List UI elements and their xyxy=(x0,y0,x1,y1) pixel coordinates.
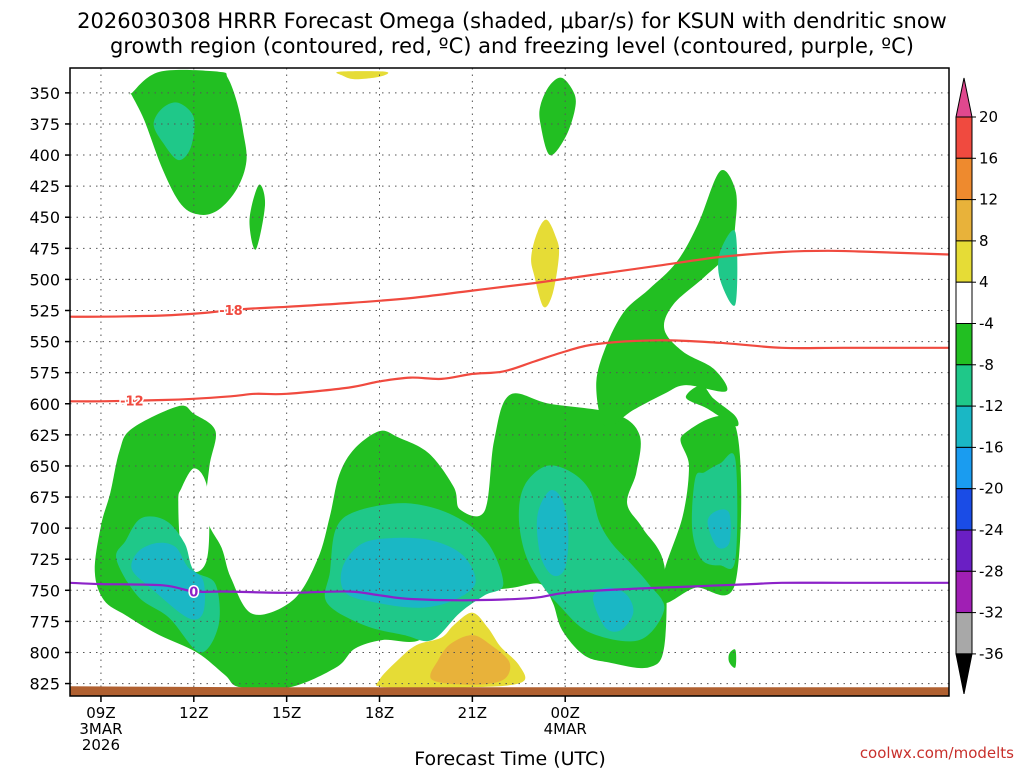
omega-region-8-21 xyxy=(430,635,511,685)
contour-label-1: -12 xyxy=(120,395,144,410)
omega-region--8-11 xyxy=(249,184,266,250)
y-tick-label-575: 575 xyxy=(29,364,60,383)
x-tick-label-3-0: 12Z xyxy=(179,704,208,722)
x-tick-label-6-0: 15Z xyxy=(272,704,301,722)
y-tick-label-400: 400 xyxy=(29,146,60,165)
colorbar-tick-label-6: -8 xyxy=(979,356,994,374)
colorbar-band-1 xyxy=(955,157,973,201)
colorbar-tick-label-9: -20 xyxy=(979,480,1004,498)
y-tick-label-350: 350 xyxy=(29,84,60,103)
omega-region-4-23 xyxy=(531,219,560,308)
colorbar-tick-label-4: 4 xyxy=(979,273,989,291)
colorbar-tick-label-12: -32 xyxy=(979,604,1004,622)
x-tick-label-12-0: 21Z xyxy=(458,704,487,722)
y-tick-label-675: 675 xyxy=(29,488,60,507)
colorbar-tick-label-3: 8 xyxy=(979,232,989,250)
colorbar-tick-label-8: -16 xyxy=(979,438,1004,456)
y-tick-label-825: 825 xyxy=(29,675,60,694)
y-tick-label-600: 600 xyxy=(29,395,60,414)
colorbar-tick-label-13: -36 xyxy=(979,645,1004,663)
plot-frame xyxy=(69,67,950,697)
y-tick-label-475: 475 xyxy=(29,239,60,258)
contour-line-0 xyxy=(70,249,949,318)
contour-line-2 xyxy=(70,581,949,602)
omega-region--12-1 xyxy=(153,102,195,161)
y-tick-label-425: 425 xyxy=(29,177,60,196)
plot-area: -18 -12 0 xyxy=(70,68,949,696)
y-tick-label-775: 775 xyxy=(29,612,60,631)
colorbar-band-7 xyxy=(955,405,973,448)
colorbar-band-5 xyxy=(955,323,973,366)
x-tick-label-15-1: 4MAR xyxy=(544,720,587,738)
colorbar-band-3 xyxy=(955,240,973,283)
omega-region--16-9 xyxy=(592,587,634,632)
y-tick-label-375: 375 xyxy=(29,115,60,134)
x-tick-label-0-0: 09Z xyxy=(86,704,115,722)
y-tick-label-800: 800 xyxy=(29,643,60,662)
x-tick-label-9-0: 18Z xyxy=(365,704,394,722)
y-tick-label-750: 750 xyxy=(29,581,60,600)
contour-label-2: 0 xyxy=(189,586,198,601)
contour-line-1 xyxy=(70,339,949,403)
ground-layer xyxy=(70,686,949,696)
x-tick-label-0-2: 2026 xyxy=(82,736,120,754)
colorbar-tick-label-0: 20 xyxy=(979,108,998,126)
omega-region--16-10 xyxy=(536,490,569,577)
omega-region--16-5 xyxy=(131,542,206,620)
omega-region-4-22 xyxy=(336,71,389,80)
y-tick-label-625: 625 xyxy=(29,426,60,445)
omega-region--8-15 xyxy=(685,385,739,427)
colorbar-tick-label-11: -28 xyxy=(979,562,1004,580)
contour-label-0: -18 xyxy=(219,304,243,319)
colorbar-band-8 xyxy=(955,446,973,490)
chart-title-line-1: 2026030308 HRRR Forecast Omega (shaded, … xyxy=(77,9,947,33)
omega-region--8-19 xyxy=(728,649,737,668)
y-axis-ticks: 350 375 400 425 450 475 500 525 550 575 600 625 650 6… xyxy=(29,84,70,694)
credit-text: coolwx.com/modelts xyxy=(860,744,1014,762)
y-tick-label-450: 450 xyxy=(29,208,60,227)
y-tick-label-550: 550 xyxy=(29,333,60,352)
y-tick-label-700: 700 xyxy=(29,519,60,538)
colorbar-band-12 xyxy=(955,612,973,655)
omega-region--8-13 xyxy=(596,170,737,427)
colorbar-tick-label-7: -12 xyxy=(979,397,1004,415)
y-tick-label-500: 500 xyxy=(29,270,60,289)
colorbar-band-11 xyxy=(955,570,973,614)
colorbar-band-6 xyxy=(955,364,973,407)
x-tick-label-0-1: 3MAR xyxy=(79,720,122,738)
colorbar-top-arrow xyxy=(955,77,973,118)
gridlines xyxy=(70,68,949,696)
colorbar-bottom-arrow xyxy=(955,653,973,694)
y-tick-label-725: 725 xyxy=(29,550,60,569)
chart-title-line-2: growth region (contoured, red, ºC) and f… xyxy=(110,34,914,58)
omega-region-clear-3 xyxy=(178,468,210,573)
colorbar-band-0 xyxy=(955,116,973,159)
colorbar-tick-label-2: 12 xyxy=(979,191,998,209)
colorbar-band-10 xyxy=(955,529,973,572)
colorbar: 20 16 12 8 4 -4 -8 -12 -16 -20 -24 -28 -32 -36 xyxy=(955,77,1004,694)
colorbar-band-2 xyxy=(955,199,973,242)
x-tick-label-15-0: 00Z xyxy=(551,704,580,722)
y-tick-label-525: 525 xyxy=(29,301,60,320)
y-tick-label-650: 650 xyxy=(29,457,60,476)
colorbar-tick-label-10: -24 xyxy=(979,521,1004,539)
colorbar-tick-label-5: -4 xyxy=(979,315,994,333)
contour-lines: -18 -12 0 xyxy=(70,249,949,602)
ground-terrain xyxy=(70,686,949,696)
omega-region--12-14 xyxy=(718,230,738,306)
x-axis-label: Forecast Time (UTC) xyxy=(414,748,605,768)
omega-region--16-18 xyxy=(707,509,731,549)
colorbar-band-9 xyxy=(955,488,973,531)
colorbar-tick-label-1: 16 xyxy=(979,149,998,167)
omega-region--8-12 xyxy=(539,77,576,156)
colorbar-band-4 xyxy=(955,281,973,325)
